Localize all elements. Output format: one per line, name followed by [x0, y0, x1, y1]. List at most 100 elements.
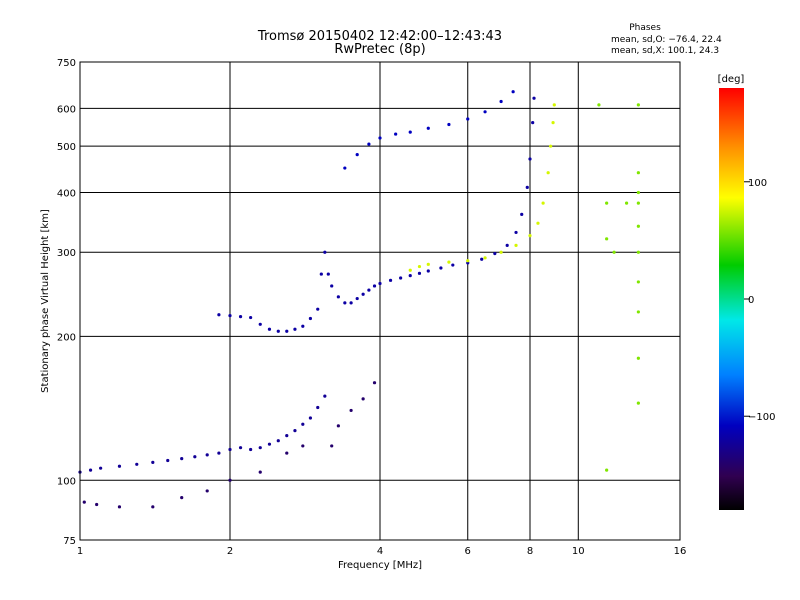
- x-tick-label: 16: [674, 546, 687, 557]
- colorbar-tick-label: −100: [748, 412, 775, 423]
- plot-frame: [79, 61, 681, 541]
- data-point: [355, 296, 359, 301]
- data-point: [301, 444, 305, 448]
- data-point: [166, 458, 170, 463]
- data-point: [267, 327, 272, 331]
- data-point: [546, 171, 550, 175]
- data-point: [451, 263, 455, 267]
- legend-line-o: mean, sd,O: −76.4, 22.4: [611, 35, 722, 45]
- data-point: [193, 455, 197, 459]
- x-tick-label: 4: [377, 546, 383, 557]
- y-axis-ticks: 75 100 200 300 400 500 600 750: [57, 58, 76, 547]
- data-point: [135, 462, 139, 466]
- data-point: [95, 502, 99, 507]
- data-point: [117, 464, 122, 468]
- data-point: [399, 276, 403, 280]
- data-point: [361, 397, 365, 401]
- data-point: [605, 468, 609, 472]
- data-point: [525, 185, 529, 189]
- data-point: [636, 280, 640, 284]
- data-point: [330, 444, 334, 448]
- x-tick-label: 6: [465, 546, 471, 557]
- data-point: [531, 121, 535, 125]
- data-point: [493, 252, 497, 256]
- colorbar-tick-label: 0: [748, 295, 754, 306]
- data-point: [408, 274, 412, 278]
- y-tick-label: 200: [57, 332, 76, 343]
- data-point: [378, 281, 382, 286]
- data-point: [285, 434, 289, 438]
- x-tick-label: 2: [227, 546, 233, 557]
- data-point: [605, 201, 609, 205]
- data-point: [180, 457, 184, 461]
- data-point: [636, 356, 640, 360]
- data-point: [426, 262, 430, 266]
- data-point: [447, 122, 451, 127]
- data-point: [417, 271, 422, 275]
- data-point: [308, 316, 313, 321]
- data-point: [426, 126, 430, 130]
- data-point: [267, 442, 272, 446]
- data-point: [308, 416, 313, 420]
- y-tick-label: 75: [63, 536, 76, 547]
- data-point: [343, 301, 347, 305]
- data-point: [330, 284, 334, 288]
- data-point: [483, 110, 487, 114]
- y-tick-label: 300: [57, 248, 76, 259]
- data-point: [355, 153, 359, 157]
- data-point: [528, 233, 532, 238]
- data-point: [367, 142, 371, 146]
- data-point: [349, 301, 353, 305]
- data-point: [636, 103, 640, 107]
- x-tick-label: 1: [77, 546, 83, 557]
- data-point: [238, 446, 243, 450]
- chart-subtitle: RwPretec (8p): [334, 42, 425, 57]
- data-point: [378, 136, 382, 140]
- data-point: [180, 495, 184, 500]
- data-point: [426, 269, 430, 273]
- data-point: [466, 117, 470, 121]
- data-point: [528, 157, 532, 161]
- data-point: [417, 264, 422, 269]
- data-point: [408, 130, 412, 134]
- data-point: [636, 171, 640, 175]
- y-axis-label: Stationary phase Virtual Height [km]: [40, 209, 51, 393]
- data-point: [439, 266, 443, 270]
- data-point: [636, 201, 640, 205]
- data-point: [408, 268, 412, 272]
- data-point: [499, 99, 503, 104]
- data-point: [636, 250, 640, 254]
- data-point: [249, 447, 253, 452]
- data-point: [258, 446, 262, 450]
- data-point: [636, 310, 640, 314]
- data-point: [361, 292, 365, 296]
- data-point: [99, 466, 103, 470]
- data-point: [605, 237, 609, 241]
- x-tick-label: 10: [572, 546, 585, 557]
- data-point: [151, 505, 155, 509]
- data-point: [205, 489, 209, 493]
- data-point: [624, 201, 629, 205]
- data-point: [612, 250, 616, 254]
- data-point: [388, 278, 393, 282]
- y-tick-label: 100: [57, 476, 76, 487]
- data-point: [301, 324, 305, 328]
- data-point: [520, 212, 524, 216]
- data-point: [343, 166, 347, 170]
- data-point: [549, 144, 553, 148]
- data-point: [228, 478, 232, 482]
- data-point: [258, 322, 262, 326]
- data-point: [88, 468, 93, 472]
- data-point: [323, 394, 327, 398]
- data-point: [466, 259, 470, 263]
- data-point: [151, 460, 155, 464]
- data-point: [326, 272, 330, 276]
- data-point: [228, 314, 232, 318]
- data-point: [276, 439, 280, 443]
- data-point: [505, 243, 509, 248]
- data-point: [372, 381, 377, 385]
- data-points: [78, 90, 640, 509]
- data-point: [323, 250, 327, 254]
- data-point: [82, 500, 86, 504]
